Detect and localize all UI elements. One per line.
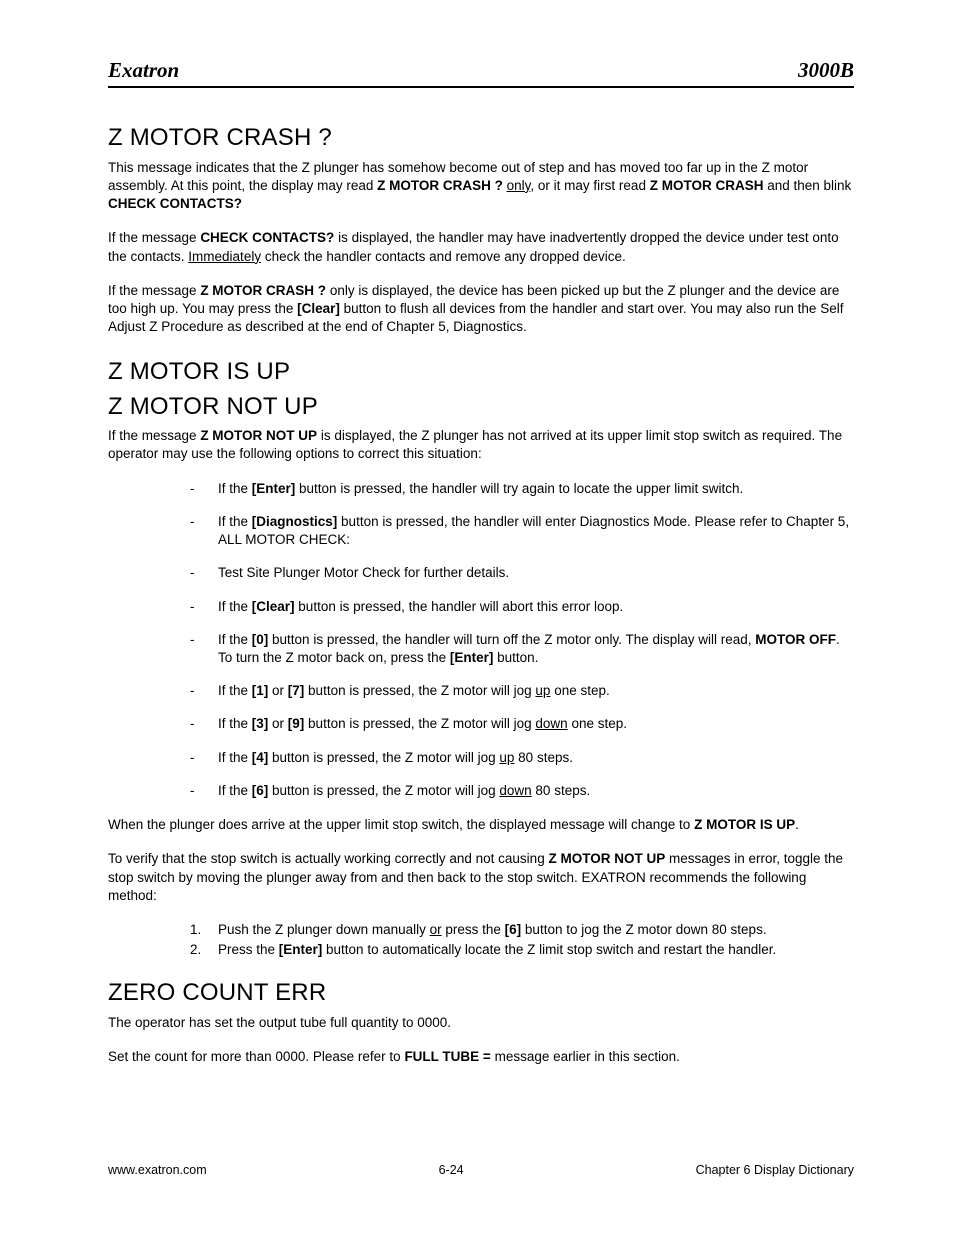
bullet-item: If the [Enter] button is pressed, the ha… (190, 480, 854, 498)
footer-right: Chapter 6 Display Dictionary (696, 1162, 854, 1179)
step-item: 1.Push the Z plunger down manually or pr… (190, 921, 854, 939)
header-right: 3000B (798, 56, 854, 84)
bullet-item: If the [6] button is pressed, the Z moto… (190, 782, 854, 800)
bullet-item: Test Site Plunger Motor Check for furthe… (190, 564, 854, 582)
section-title-zup: Z MOTOR IS UP (108, 356, 854, 388)
bullet-item: If the [1] or [7] button is pressed, the… (190, 682, 854, 700)
header-left: Exatron (108, 56, 179, 84)
bullet-item: If the [3] or [9] button is pressed, the… (190, 715, 854, 733)
section-title-zerocount: ZERO COUNT ERR (108, 977, 854, 1009)
zcrash-p2: If the message CHECK CONTACTS? is displa… (108, 229, 854, 265)
bullet-item: If the [Diagnostics] button is pressed, … (190, 513, 854, 549)
section-title-zcrash: Z MOTOR CRASH ? (108, 122, 854, 154)
footer-center: 6-24 (439, 1162, 464, 1179)
znotup-p1: If the message Z MOTOR NOT UP is display… (108, 427, 854, 463)
footer-left: www.exatron.com (108, 1162, 207, 1179)
section-title-znotup: Z MOTOR NOT UP (108, 391, 854, 423)
step-item: 2.Press the [Enter] button to automatica… (190, 941, 854, 959)
znotup-p3: To verify that the stop switch is actual… (108, 850, 854, 905)
bullet-item: If the [0] button is pressed, the handle… (190, 631, 854, 667)
bullet-item: If the [4] button is pressed, the Z moto… (190, 749, 854, 767)
bullet-item: If the [Clear] button is pressed, the ha… (190, 598, 854, 616)
zerocount-p2: Set the count for more than 0000. Please… (108, 1048, 854, 1066)
zcrash-p3: If the message Z MOTOR CRASH ? only is d… (108, 282, 854, 337)
znotup-p2: When the plunger does arrive at the uppe… (108, 816, 854, 834)
page-footer: www.exatron.com 6-24 Chapter 6 Display D… (108, 1162, 854, 1179)
page-header: Exatron 3000B (108, 56, 854, 88)
zcrash-p1: This message indicates that the Z plunge… (108, 159, 854, 214)
zerocount-p1: The operator has set the output tube ful… (108, 1014, 854, 1032)
znotup-steps: 1.Push the Z plunger down manually or pr… (190, 921, 854, 959)
znotup-bullets: If the [Enter] button is pressed, the ha… (190, 480, 854, 800)
